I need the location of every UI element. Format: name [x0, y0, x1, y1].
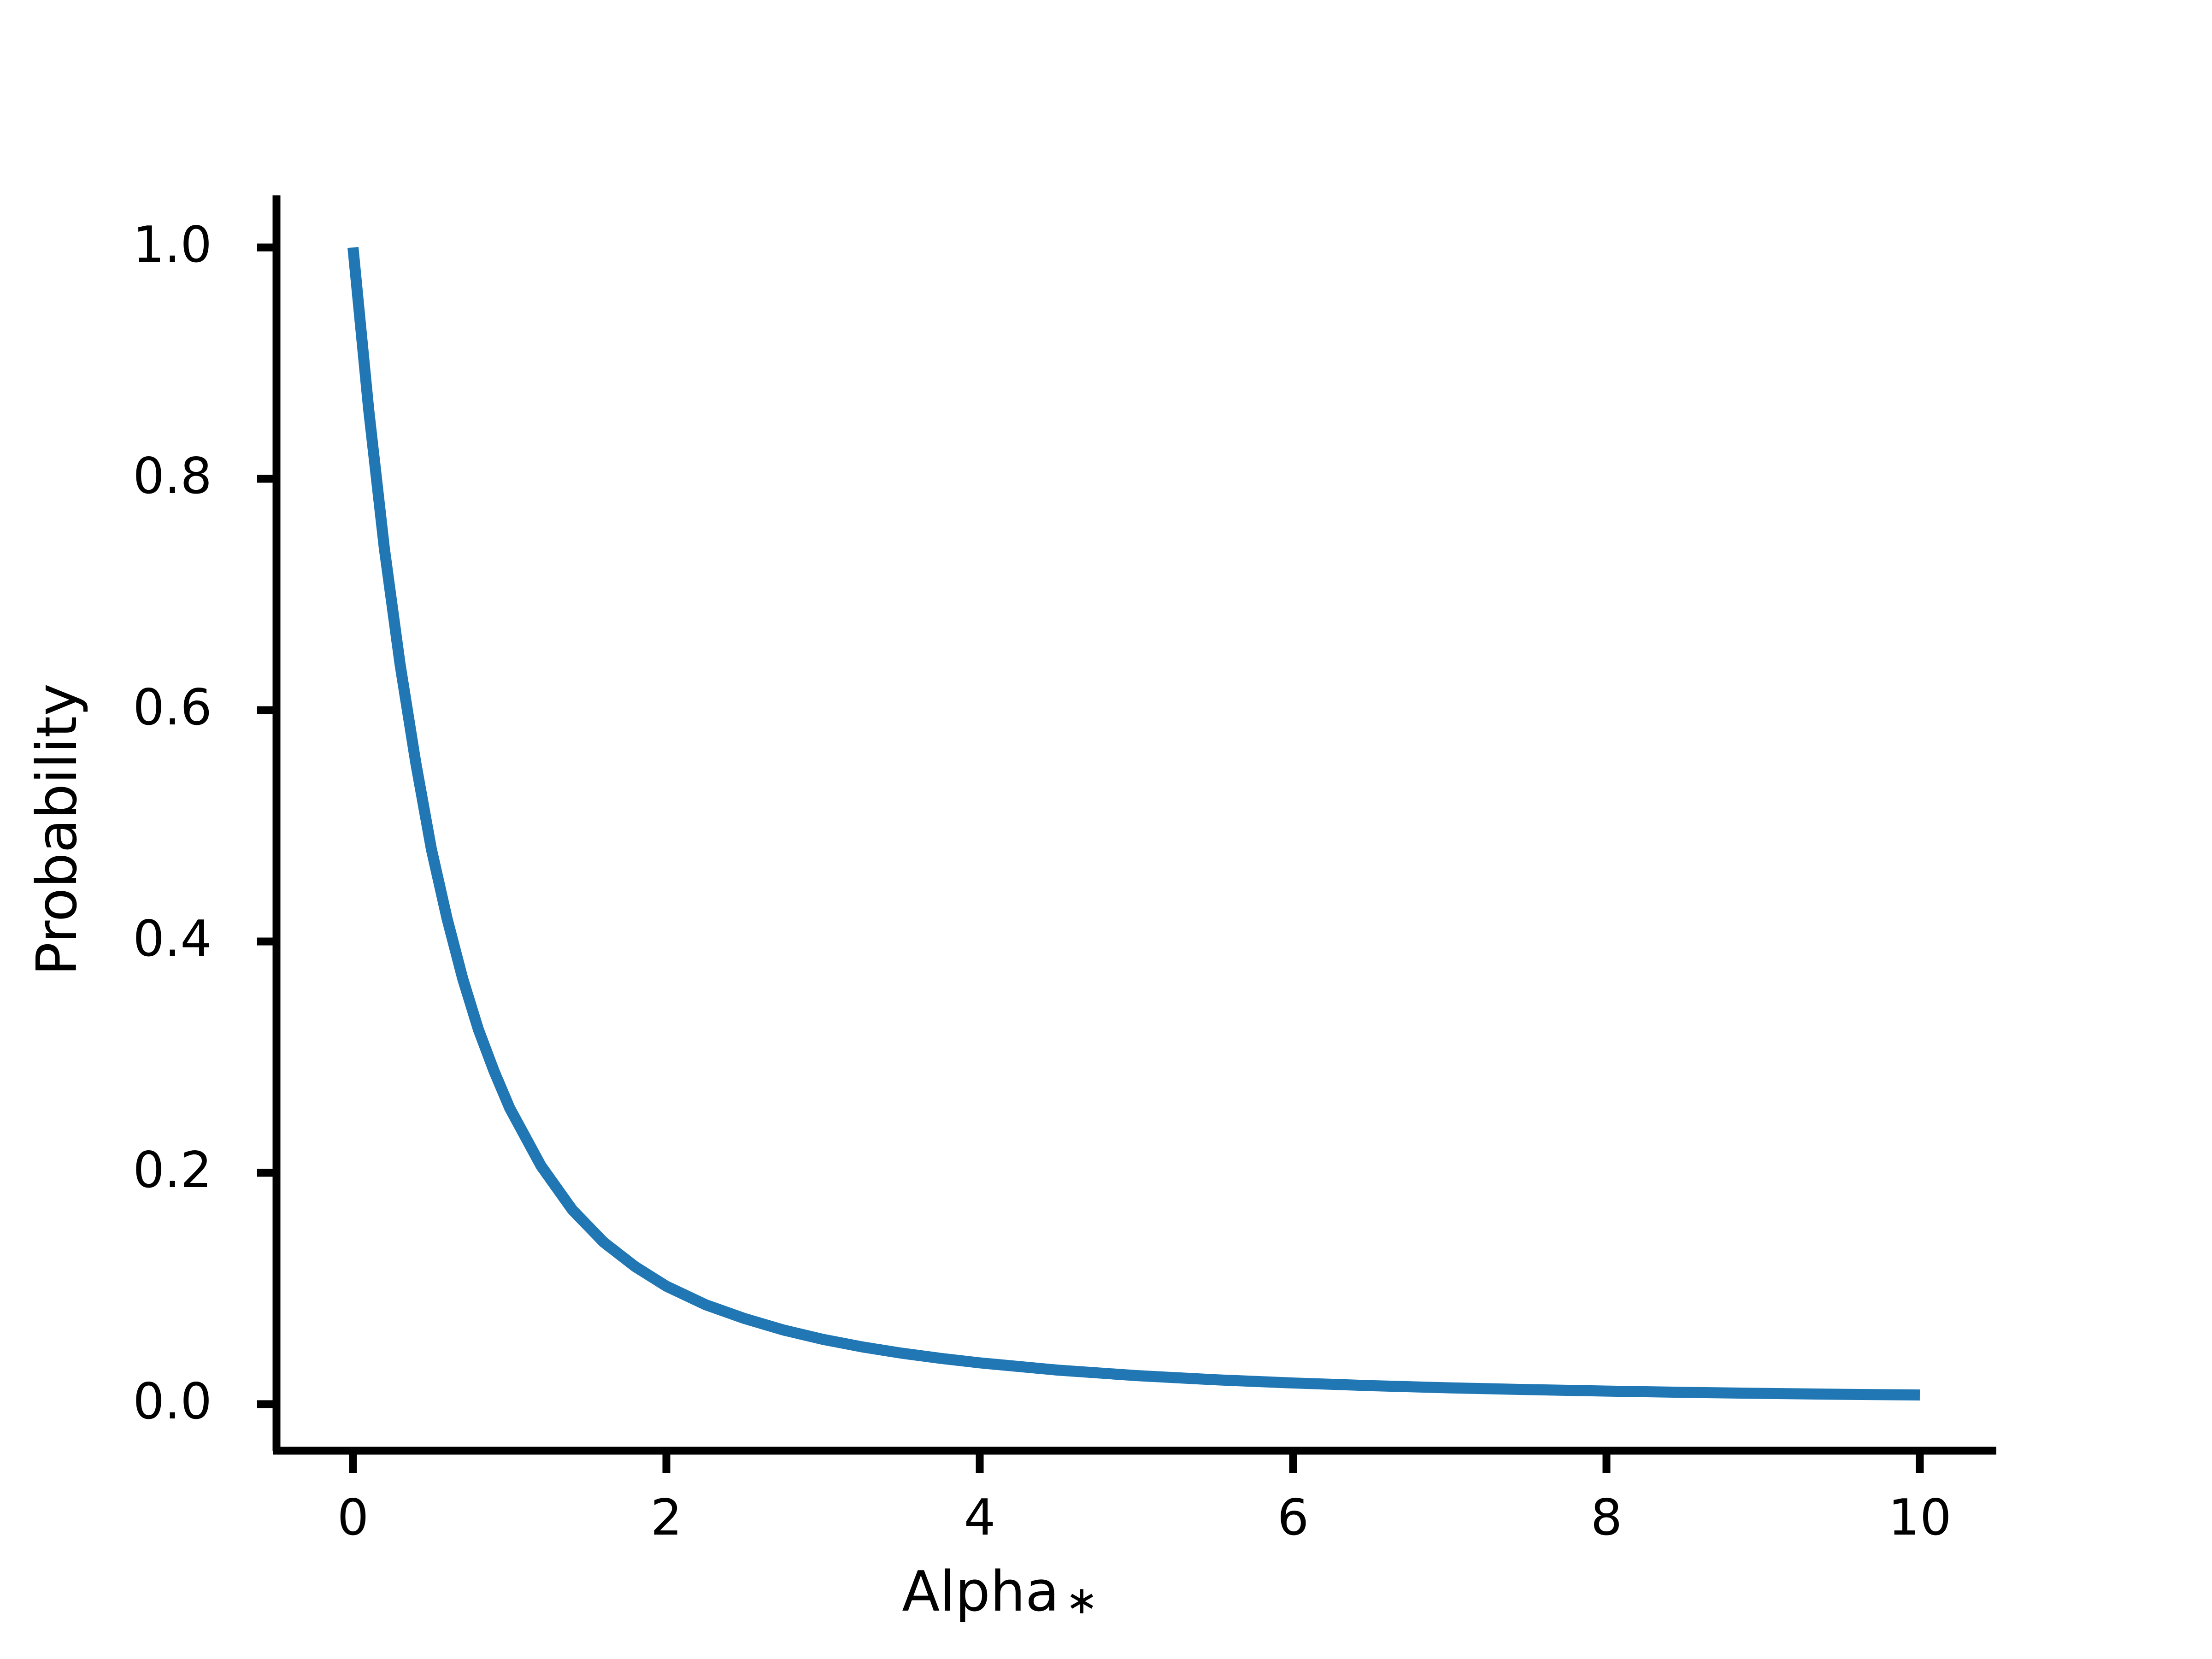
y-tick-label-0-2: 0.2 — [133, 1141, 212, 1199]
x-tick-label-6: 6 — [1277, 1489, 1309, 1547]
x-axis-title-star-glyph: ∗ — [1065, 1577, 1098, 1623]
x-axis-title: Alpha ∗ — [0, 1562, 2000, 1630]
y-tick-label-0-6: 0.6 — [133, 679, 212, 736]
data-line-probability — [347, 247, 1920, 1401]
x-tick-label-10: 10 — [1888, 1489, 1952, 1547]
x-axis-ticks — [349, 1451, 1924, 1473]
y-tick-label-0-4: 0.4 — [133, 910, 212, 968]
y-tick-label-0-0: 0.0 — [133, 1373, 212, 1430]
y-axis-title-text: Probability — [25, 683, 89, 976]
x-tick-label-8: 8 — [1590, 1489, 1623, 1547]
x-axis-title-text: Alpha — [902, 1560, 1059, 1624]
y-tick-label-1-0: 1.0 — [133, 216, 212, 274]
x-tick-label-0: 0 — [337, 1489, 369, 1547]
y-axis-ticks — [257, 243, 276, 1408]
y-tick-label-0-8: 0.8 — [133, 447, 212, 505]
x-tick-label-2: 2 — [650, 1489, 682, 1547]
x-tick-label-4: 4 — [964, 1489, 996, 1547]
y-axis-title: Probability — [25, 207, 89, 1452]
